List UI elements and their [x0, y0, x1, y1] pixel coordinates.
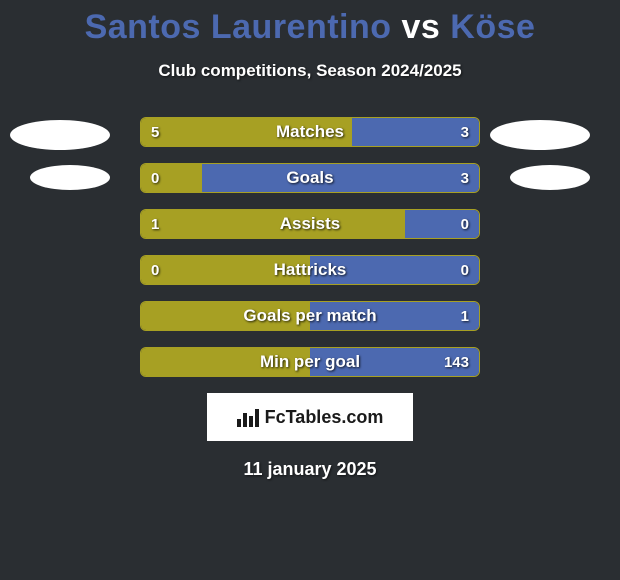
bar-row-goals: 03Goals [140, 163, 480, 193]
avatar-right-0 [490, 120, 590, 150]
bar-row-matches: 53Matches [140, 117, 480, 147]
bar-label: Assists [141, 210, 479, 238]
bar-label: Min per goal [141, 348, 479, 376]
bar-row-assists: 10Assists [140, 209, 480, 239]
logo-text: FcTables.com [265, 407, 384, 428]
chart-icon [237, 407, 259, 427]
avatar-left-0 [10, 120, 110, 150]
bar-row-hattricks: 00Hattricks [140, 255, 480, 285]
bar-label: Hattricks [141, 256, 479, 284]
date-label: 11 january 2025 [0, 459, 620, 480]
title-vs: vs [402, 8, 441, 46]
logo-plate[interactable]: FcTables.com [207, 393, 413, 441]
bar-label: Goals per match [141, 302, 479, 330]
comparison-bars: 53Matches 03Goals 10Assists 00Hattricks 1Goa… [140, 117, 480, 377]
avatar-right-1 [510, 165, 590, 190]
subtitle: Club competitions, Season 2024/2025 [0, 61, 620, 81]
bar-row-min-per-goal: 143Min per goal [140, 347, 480, 377]
avatar-left-1 [30, 165, 110, 190]
page-title: Santos Laurentino vs Köse [0, 0, 620, 47]
bar-row-goals-per-match: 1Goals per match [140, 301, 480, 331]
bar-label: Goals [141, 164, 479, 192]
title-player1: Santos Laurentino [85, 8, 392, 46]
bar-label: Matches [141, 118, 479, 146]
title-player2: Köse [450, 8, 535, 46]
